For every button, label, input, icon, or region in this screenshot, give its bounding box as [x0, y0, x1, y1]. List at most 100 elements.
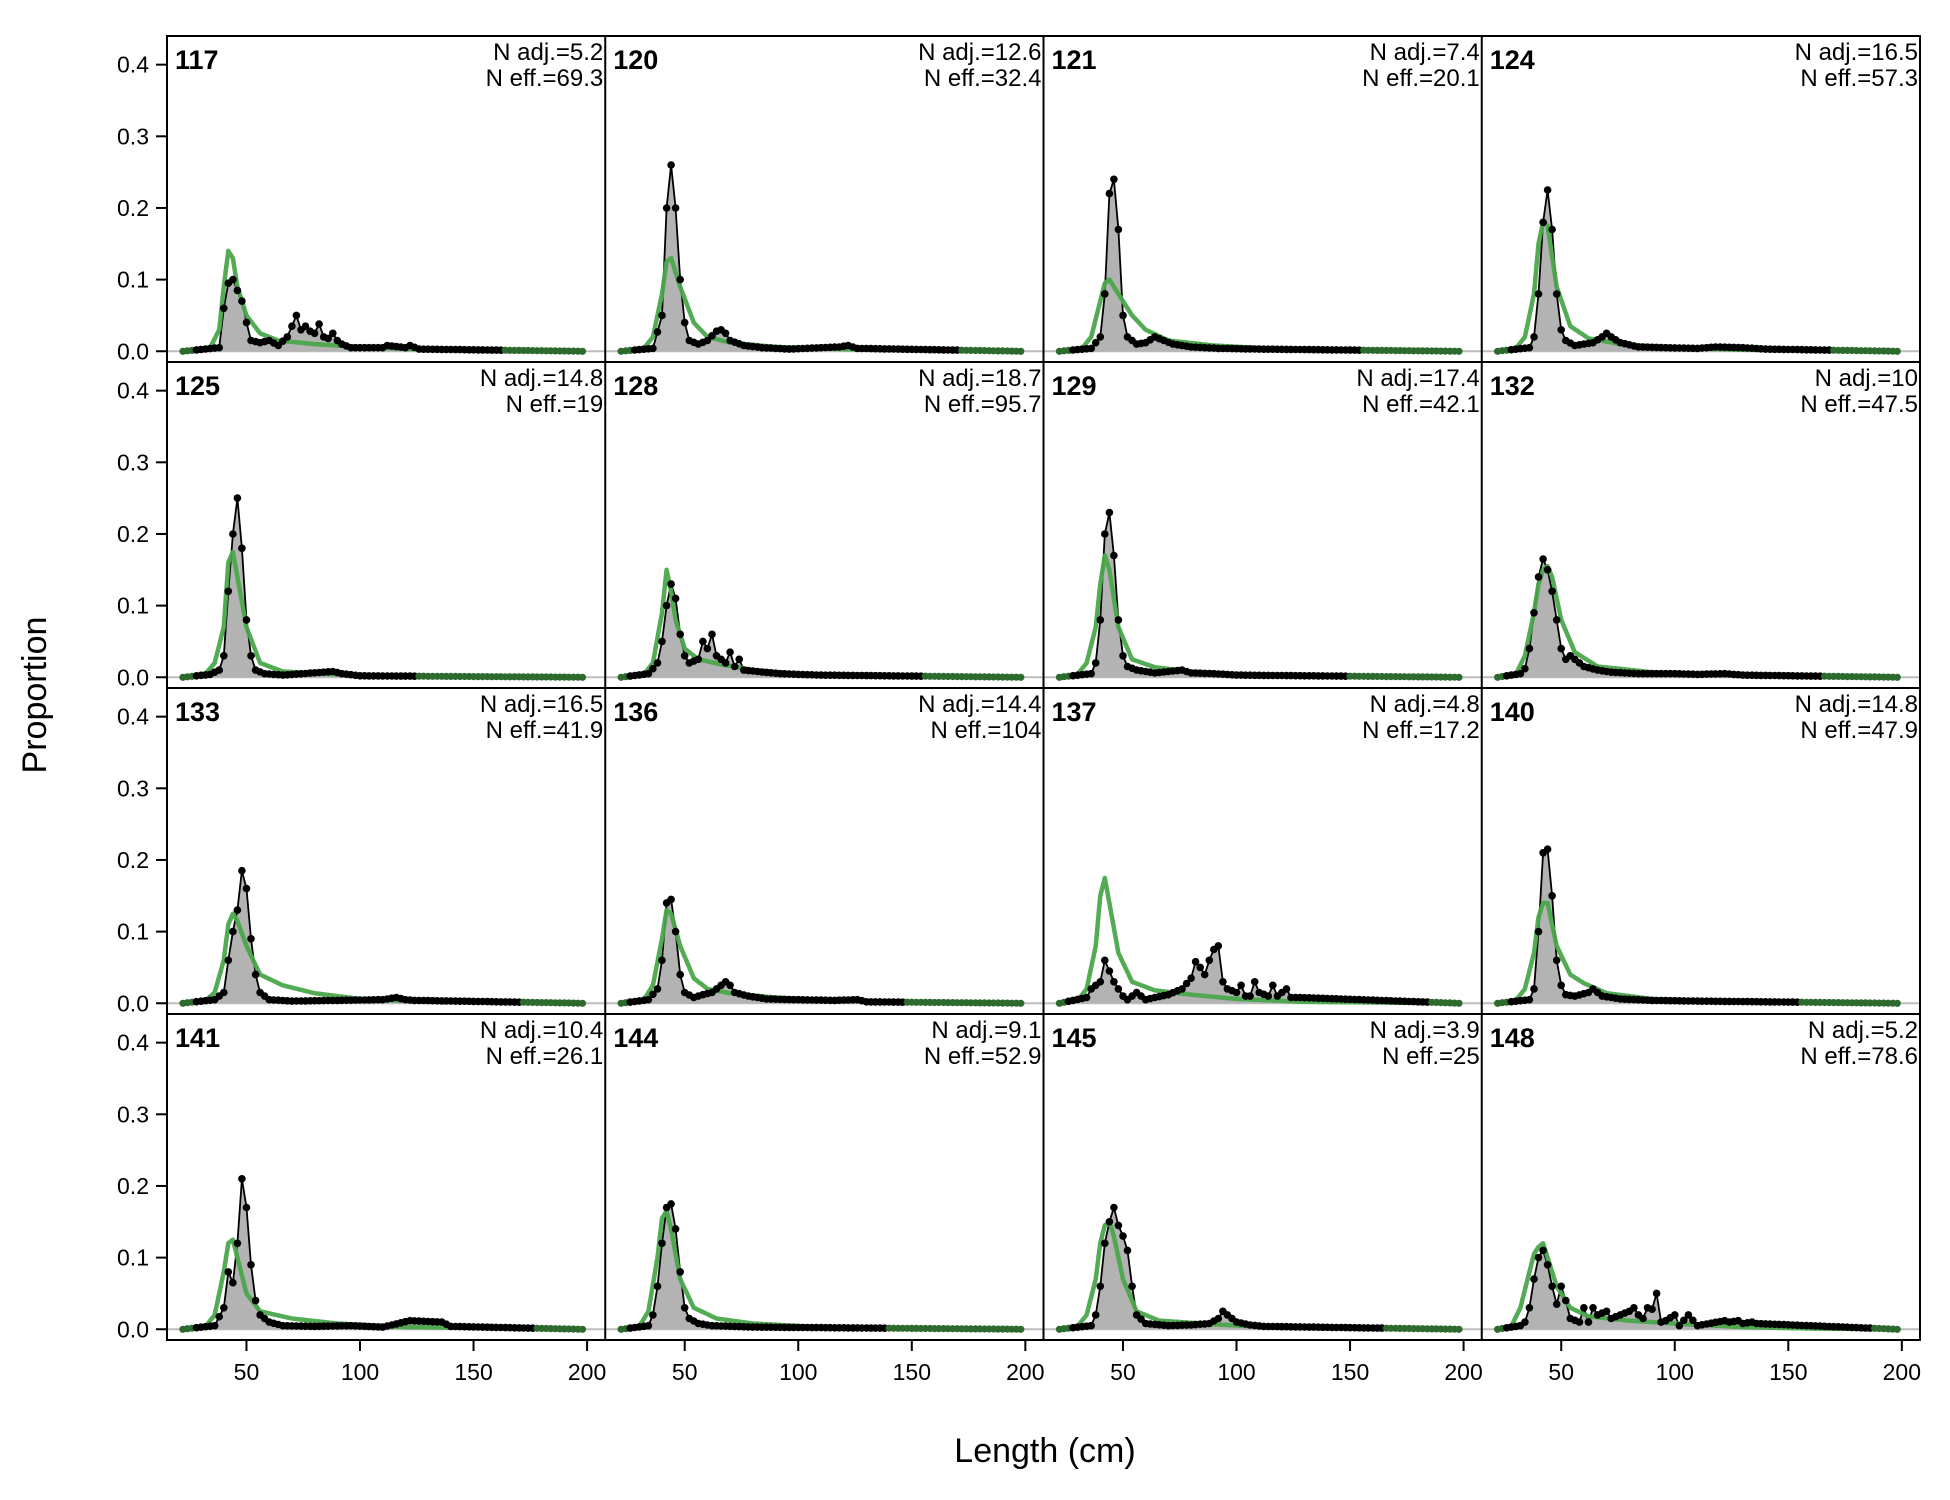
observed-point: [1630, 1304, 1638, 1312]
observed-point: [1680, 1316, 1688, 1325]
observed-point: [1269, 981, 1277, 990]
n-eff-label: N eff.=41.9: [486, 717, 604, 744]
observed-point: [578, 347, 587, 355]
observed-point: [644, 995, 653, 1004]
observed-point: [1893, 999, 1901, 1007]
observed-point: [1893, 347, 1901, 355]
n-eff-label: N eff.=95.7: [924, 391, 1042, 418]
y-tick-label: 0.1: [117, 593, 149, 619]
observed-point: [1548, 892, 1556, 900]
observed-point: [1893, 1325, 1901, 1333]
observed-point: [1214, 1314, 1223, 1323]
expected-line: [1058, 875, 1461, 1006]
observed-point: [1017, 999, 1025, 1007]
y-tick-label: 0.4: [117, 1030, 149, 1056]
y-tick-label: 0.3: [117, 775, 149, 801]
y-tick-label: 0.1: [117, 919, 149, 945]
observed-point: [1648, 1305, 1656, 1313]
observed-point: [215, 343, 223, 352]
panel-141: 141 N adj.=10.4N eff.=26.1: [167, 1017, 606, 1333]
n-eff-label: N eff.=19: [506, 391, 604, 418]
x-tick-label: 100: [1656, 1359, 1694, 1385]
observed-point: [1893, 673, 1901, 681]
observed-point: [1082, 993, 1091, 1002]
x-tick-label: 50: [234, 1359, 260, 1385]
observed-point: [1552, 956, 1561, 965]
observed-point: [662, 204, 671, 212]
observed-point: [1091, 659, 1100, 667]
observed-point: [708, 630, 716, 639]
n-eff-label: N eff.=25: [1382, 1043, 1480, 1070]
observed-point: [229, 1278, 237, 1287]
observed-area: [1497, 559, 1898, 678]
observed-point: [1534, 290, 1543, 298]
observed-point: [1525, 644, 1534, 653]
observed-point: [1087, 669, 1095, 678]
observed-point: [1017, 673, 1025, 681]
panel-120: 120 N adj.=12.6N eff.=32.4: [605, 39, 1044, 355]
observed-point: [658, 1239, 666, 1248]
observed-point: [1455, 1325, 1463, 1333]
observed-point: [1101, 956, 1109, 965]
observed-point: [1105, 967, 1114, 975]
observed-point: [694, 655, 703, 664]
observed-point: [671, 927, 680, 936]
y-tick-label: 0.0: [117, 1316, 149, 1342]
panel-117: 117 N adj.=5.2N eff.=69.3: [167, 39, 606, 355]
x-axis-title: Length (cm): [954, 1432, 1135, 1470]
observed-point: [329, 329, 337, 338]
observed-point: [1101, 530, 1109, 538]
observed-point: [283, 333, 292, 341]
observed-point: [1114, 225, 1123, 234]
observed-point: [726, 981, 734, 990]
observed-area: [621, 899, 1021, 1004]
observed-point: [1182, 979, 1191, 988]
observed-point: [229, 927, 237, 936]
x-tick-label: 200: [1883, 1359, 1921, 1385]
observed-point: [1123, 1246, 1132, 1255]
y-axis-title: Proportion: [16, 617, 54, 774]
observed-point: [653, 985, 662, 993]
observed-point: [721, 329, 730, 338]
observed-point: [220, 652, 228, 660]
observed-point: [1525, 995, 1534, 1004]
observed-point: [1552, 616, 1561, 624]
n-eff-label: N eff.=69.3: [486, 65, 604, 92]
x-tick-label: 150: [1331, 1359, 1369, 1385]
observed-point: [1119, 311, 1127, 320]
x-tick-label: 100: [779, 1359, 817, 1385]
observed-point: [1091, 338, 1100, 347]
panel-128: 128 N adj.=18.7N eff.=95.7: [605, 365, 1044, 681]
observed-point: [238, 297, 246, 305]
observed-point: [703, 644, 712, 653]
observed-point: [735, 655, 743, 664]
y-tick-label: 0.2: [117, 1173, 149, 1199]
n-eff-label: N eff.=42.1: [1362, 391, 1480, 418]
observed-point: [667, 895, 675, 904]
observed-point: [680, 652, 689, 660]
observed-point: [676, 970, 684, 979]
observed-point: [233, 1239, 242, 1248]
observed-area: [1497, 849, 1898, 1004]
n-eff-label: N eff.=32.4: [924, 65, 1042, 92]
observed-point: [1246, 992, 1254, 1000]
observed-point: [247, 652, 255, 660]
observed-point: [578, 999, 587, 1007]
observed-point: [1191, 957, 1200, 966]
observed-point: [1219, 978, 1227, 986]
observed-point: [1096, 333, 1105, 341]
observed-point: [1105, 1218, 1114, 1226]
y-tick-label: 0.3: [117, 123, 149, 149]
y-tick-label: 0.0: [117, 990, 149, 1016]
observed-point: [224, 1268, 233, 1276]
observed-point: [1110, 1203, 1118, 1212]
panel-129: 129 N adj.=17.4N eff.=42.1: [1043, 365, 1482, 681]
observed-point: [1521, 1318, 1529, 1326]
y-tick-label: 0.4: [117, 52, 149, 78]
observed-point: [1101, 1239, 1109, 1248]
n-eff-label: N eff.=104: [931, 717, 1042, 744]
n-adj-label: N adj.=16.5: [1795, 39, 1918, 66]
n-adj-label: N adj.=14.8: [1795, 691, 1918, 718]
observed-point: [1671, 1311, 1679, 1319]
